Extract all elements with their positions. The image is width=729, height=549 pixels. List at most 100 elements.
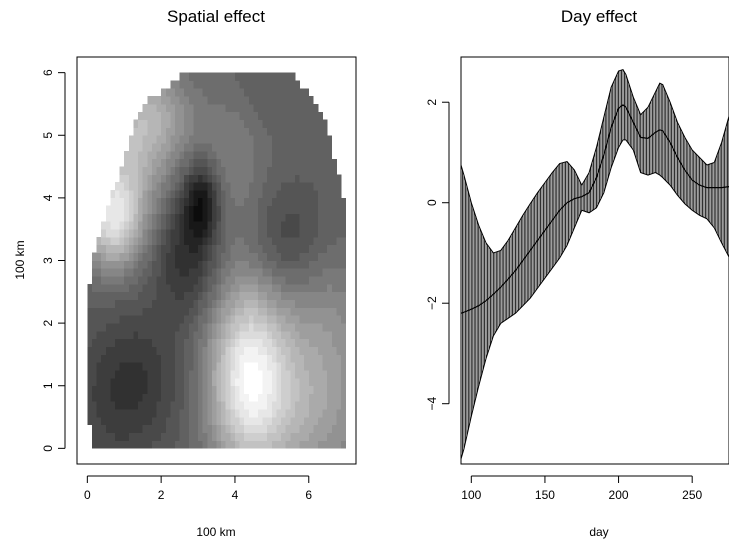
heatmap-cell — [174, 205, 180, 214]
heatmap-cell — [156, 96, 162, 105]
heatmap-cell — [198, 221, 204, 230]
heatmap-cell — [336, 221, 342, 230]
heatmap-cell — [336, 417, 342, 426]
heatmap-cell — [230, 393, 236, 402]
heatmap-cell — [128, 190, 134, 199]
heatmap-cell — [198, 401, 204, 410]
heatmap-cell — [290, 432, 296, 441]
heatmap-cell — [271, 205, 277, 214]
heatmap-cell — [299, 221, 305, 230]
heatmap-cell — [193, 88, 199, 97]
heatmap-cell — [188, 315, 194, 324]
heatmap-cell — [225, 424, 231, 434]
heatmap-cell — [290, 252, 296, 261]
heatmap-cell — [211, 330, 217, 340]
heatmap-cell — [331, 354, 337, 363]
heatmap-cell — [262, 409, 268, 418]
heatmap-cell — [151, 299, 157, 308]
heatmap-cell — [110, 377, 116, 387]
heatmap-cell — [276, 190, 282, 199]
heatmap-cell — [119, 385, 125, 394]
heatmap-cell — [239, 119, 245, 128]
heatmap-cell — [133, 440, 139, 449]
heatmap-cell — [262, 244, 268, 254]
spatial-y-axis-label: 100 km — [13, 240, 27, 279]
heatmap-cell — [138, 370, 144, 379]
heatmap-cell — [341, 213, 347, 222]
heatmap-cell — [244, 150, 250, 160]
heatmap-cell — [248, 330, 254, 340]
heatmap-cell — [336, 299, 342, 308]
heatmap-cell — [138, 135, 144, 144]
heatmap-cell — [244, 229, 250, 238]
heatmap-cell — [105, 393, 111, 402]
heatmap-cell — [161, 307, 167, 316]
heatmap-cell — [327, 370, 333, 379]
heatmap-cell — [170, 213, 176, 222]
heatmap-cell — [170, 268, 176, 277]
heatmap-cell — [313, 401, 319, 410]
heatmap-cell — [308, 221, 314, 230]
heatmap-cell — [184, 268, 190, 277]
heatmap-cell — [165, 393, 171, 402]
heatmap-cell — [161, 260, 167, 269]
heatmap-cell — [193, 299, 199, 308]
heatmap-cell — [193, 237, 199, 246]
heatmap-cell — [262, 182, 268, 191]
heatmap-cell — [207, 158, 213, 167]
heatmap-cell — [128, 252, 134, 261]
heatmap-cell — [165, 362, 171, 371]
heatmap-cell — [133, 291, 139, 300]
heatmap-cell — [124, 401, 130, 410]
heatmap-cell — [202, 323, 208, 332]
heatmap-cell — [138, 158, 144, 167]
heatmap-cell — [115, 377, 120, 387]
y-tick-label: 5 — [41, 132, 55, 139]
heatmap-cell — [234, 440, 240, 449]
heatmap-cell — [128, 409, 134, 418]
heatmap-cell — [188, 323, 194, 332]
heatmap-cell — [193, 213, 199, 222]
heatmap-cell — [327, 291, 333, 300]
heatmap-cell — [211, 291, 217, 300]
heatmap-cell — [174, 221, 180, 230]
heatmap-cell — [341, 338, 347, 347]
heatmap-cell — [165, 127, 171, 136]
heatmap-cell — [198, 299, 204, 308]
heatmap-cell — [110, 354, 116, 363]
heatmap-cell — [271, 229, 277, 238]
heatmap-cell — [156, 197, 162, 207]
heatmap-cell — [290, 229, 296, 238]
heatmap-cell — [147, 362, 153, 371]
heatmap-cell — [124, 252, 130, 261]
heatmap-cell — [115, 221, 120, 230]
heatmap-cell — [294, 166, 300, 175]
heatmap-cell — [244, 190, 250, 199]
heatmap-cell — [151, 401, 157, 410]
heatmap-cell — [221, 80, 227, 89]
heatmap-cell — [225, 260, 231, 269]
heatmap-cell — [216, 111, 222, 120]
heatmap-cell — [290, 127, 296, 136]
heatmap-cell — [142, 182, 148, 191]
heatmap-cell — [313, 330, 319, 340]
heatmap-cell — [276, 205, 282, 214]
heatmap-cell — [248, 213, 254, 222]
heatmap-cell — [294, 440, 300, 449]
heatmap-cell — [151, 346, 157, 355]
heatmap-cell — [202, 190, 208, 199]
heatmap-cell — [110, 260, 116, 269]
heatmap-cell — [248, 237, 254, 246]
heatmap-cell — [133, 237, 139, 246]
heatmap-cell — [198, 80, 204, 89]
heatmap-cell — [110, 252, 116, 261]
heatmap-cell — [276, 401, 282, 410]
heatmap-cell — [119, 338, 125, 347]
heatmap-cell — [317, 338, 323, 347]
heatmap-cell — [207, 166, 213, 175]
heatmap-cell — [253, 80, 259, 89]
heatmap-cell — [225, 158, 231, 167]
heatmap-cell — [202, 370, 208, 379]
heatmap-cell — [244, 143, 250, 152]
heatmap-cell — [290, 409, 296, 418]
